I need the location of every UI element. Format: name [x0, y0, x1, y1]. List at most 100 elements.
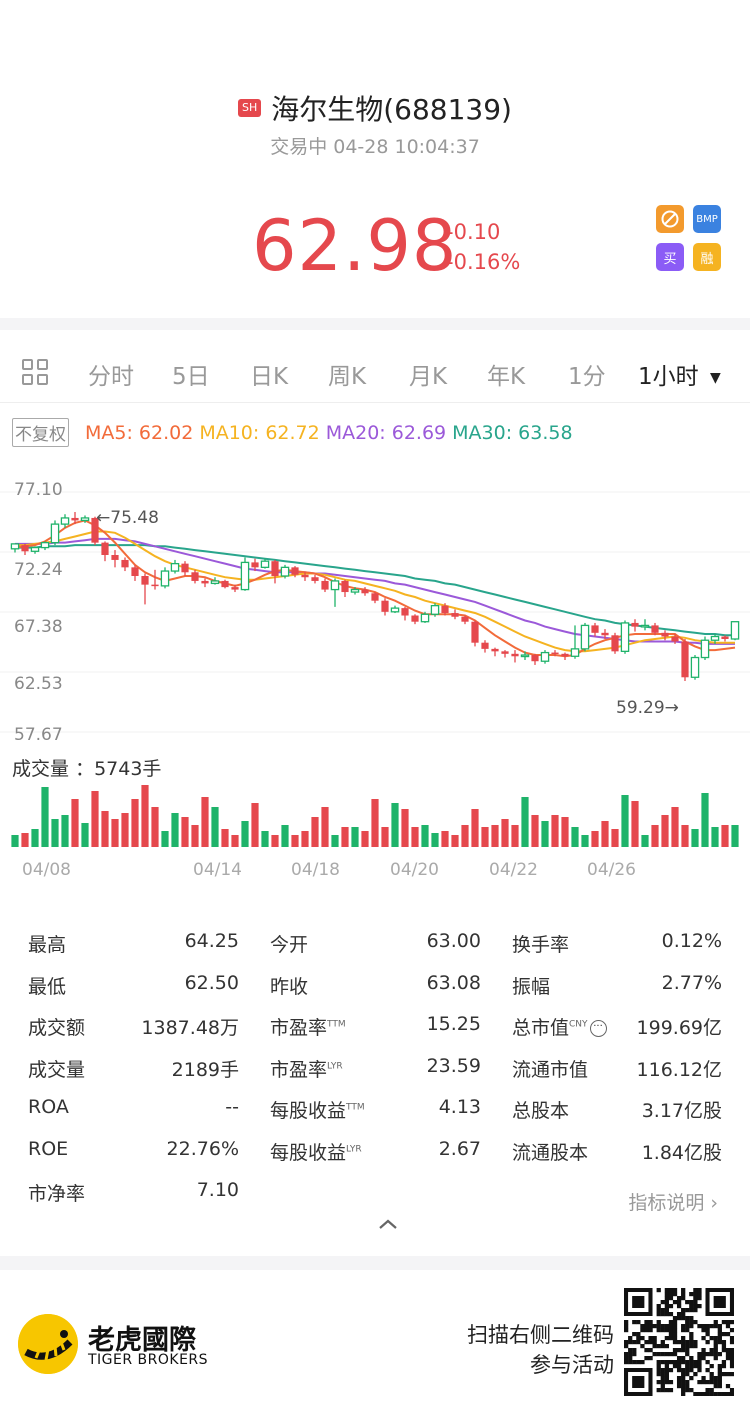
qr-module [656, 1312, 661, 1317]
volume-bar [661, 815, 669, 847]
candle-body [381, 600, 389, 612]
adjust-toggle[interactable]: 不复权 [12, 418, 69, 447]
stat-label-market-cap[interactable]: 总市值CNY ··· [512, 1013, 607, 1040]
candle [671, 634, 679, 644]
bmp-badge[interactable]: BMP [693, 205, 721, 233]
tab-yearly-k[interactable]: 年K [487, 364, 526, 390]
stat-label-pb: 市净率 [28, 1183, 86, 1205]
candle [690, 655, 700, 680]
qr-module [705, 1352, 710, 1357]
candle-body [291, 567, 299, 575]
candle [601, 629, 609, 639]
tab-1min[interactable]: 1分 [568, 364, 606, 390]
candle [661, 630, 669, 641]
qr-module [681, 1324, 686, 1329]
candle [570, 625, 580, 659]
qr-module [648, 1340, 653, 1345]
qr-module [668, 1304, 674, 1309]
candle [121, 557, 129, 572]
qr-module [697, 1304, 702, 1309]
tab-1hour[interactable]: 1小时 ▼ [638, 357, 721, 391]
volume-bar [341, 827, 349, 847]
volume-bar [501, 819, 509, 847]
volume-bar [731, 825, 739, 847]
candle [260, 558, 270, 569]
candle [141, 573, 149, 605]
tab-daily-k[interactable]: 日K [250, 364, 289, 390]
candle-body [511, 653, 519, 657]
promo-footer: 老虎國際 TIGER BROKERS 扫描右侧二维码 参与活动 [0, 1270, 750, 1415]
qr-module [681, 1368, 686, 1373]
volume-bar [131, 799, 139, 847]
y-tick-label: 77.10 [14, 480, 63, 500]
qr-module [668, 1324, 674, 1329]
qr-module [701, 1324, 706, 1329]
candle-body [551, 652, 559, 655]
stat-label-prev-close: 昨收 [270, 976, 309, 998]
no-short-icon[interactable] [656, 205, 684, 233]
qr-module [729, 1328, 734, 1333]
stat-label-float-cap: 流通市值 [512, 1059, 589, 1081]
qr-module [689, 1292, 694, 1297]
qr-module [660, 1352, 665, 1357]
candle [160, 567, 170, 589]
tab-5day[interactable]: 5日 [172, 364, 210, 390]
qr-module [676, 1356, 682, 1361]
volume-bar [181, 817, 189, 847]
candle-body [330, 580, 340, 591]
chevron-up-icon[interactable] [378, 1218, 398, 1230]
volume-value: ：5743手 [75, 758, 162, 780]
qr-finder [632, 1376, 645, 1388]
qr-module [660, 1380, 665, 1385]
qr-module [729, 1392, 734, 1396]
qr-module [672, 1332, 678, 1337]
volume-bar [141, 785, 149, 847]
qr-module [652, 1340, 657, 1345]
qr-module [648, 1328, 653, 1333]
buy-badge[interactable]: 买 [656, 243, 684, 271]
candle [221, 579, 229, 589]
grid-icon[interactable] [22, 359, 50, 387]
candle [501, 650, 509, 658]
candle [191, 569, 199, 584]
stat-label-open: 今开 [270, 934, 309, 956]
volume-bar [411, 827, 419, 847]
kline-chart[interactable]: 77.10 72.24 67.38 62.53 57.67 ←75.48 59.… [0, 470, 750, 890]
candle-body [191, 572, 199, 581]
tab-intraday[interactable]: 分时 [88, 364, 134, 390]
qr-module [672, 1292, 678, 1297]
candle-body [481, 642, 489, 649]
price-row: 62.98 -0.10 -0.16% BMP 买 融 [0, 205, 750, 287]
volume-bar [641, 835, 649, 847]
candle-body [401, 608, 409, 616]
qr-module [701, 1352, 706, 1357]
kline-svg [0, 491, 750, 847]
volume-bar [301, 831, 309, 847]
qr-module [721, 1372, 727, 1377]
indicator-help-text: 指标说明 [628, 1192, 705, 1214]
qr-module [660, 1376, 665, 1381]
volume-bar [71, 799, 79, 847]
candle-body [441, 605, 449, 614]
qr-module [697, 1368, 702, 1373]
stat-value-eps-lyr: 2.67 [438, 1138, 481, 1160]
qr-module [640, 1324, 645, 1329]
qr-module [664, 1364, 670, 1369]
more-icon[interactable]: ··· [589, 1020, 607, 1037]
qr-module [709, 1376, 714, 1381]
x-tick-label: 04/20 [390, 860, 439, 880]
qr-module [640, 1336, 645, 1341]
y-tick-label: 67.38 [14, 617, 63, 637]
tab-monthly-k[interactable]: 月K [409, 364, 448, 390]
qr-module [689, 1324, 694, 1329]
indicator-help-link[interactable]: 指标说明 › [628, 1188, 718, 1215]
margin-badge[interactable]: 融 [693, 243, 721, 271]
qr-module [636, 1332, 641, 1337]
tab-weekly-k[interactable]: 周K [328, 364, 367, 390]
qr-module [660, 1384, 665, 1389]
volume-bar [201, 797, 209, 847]
qr-module [729, 1352, 734, 1357]
qr-code[interactable] [624, 1288, 734, 1396]
qr-module [713, 1376, 718, 1381]
candle [420, 611, 430, 623]
